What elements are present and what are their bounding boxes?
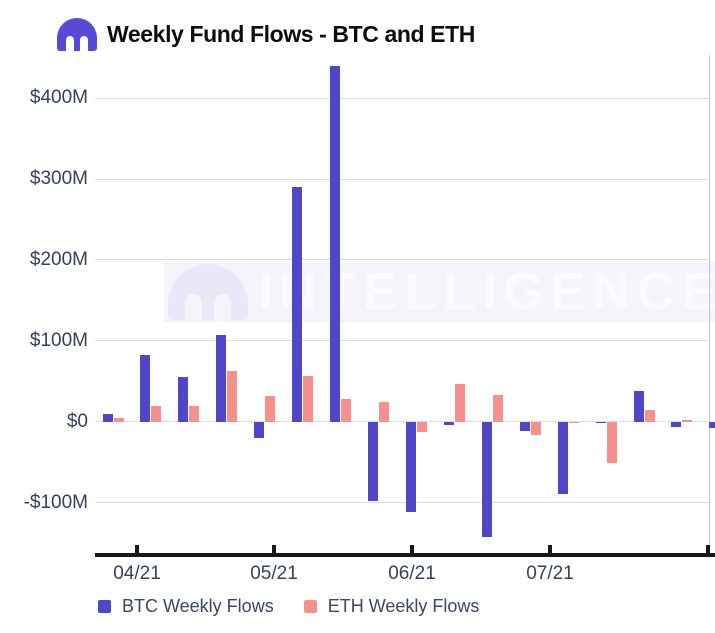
x-axis-tick	[706, 545, 710, 553]
legend-item-eth[interactable]: ETH Weekly Flows	[303, 596, 480, 617]
y-tick-label: -$100M	[23, 491, 88, 513]
eth-bar	[606, 421, 617, 463]
eth-bar	[189, 406, 200, 422]
btc-bar	[216, 335, 227, 422]
btc-bar	[254, 421, 265, 438]
btc-bar	[443, 421, 454, 425]
kraken-watermark-icon	[168, 264, 248, 320]
gridline	[95, 259, 709, 261]
gridline	[95, 340, 709, 342]
eth-bar	[113, 417, 124, 422]
gridline	[95, 421, 709, 423]
legend-label-eth: ETH Weekly Flows	[327, 596, 480, 616]
btc-bar	[595, 421, 606, 424]
gridline	[95, 97, 709, 99]
eth-bar	[416, 421, 427, 433]
btc-bar	[292, 187, 303, 422]
page-title: Weekly Fund Flows - BTC and ETH	[107, 21, 475, 47]
btc-bar	[178, 377, 189, 422]
eth-bar	[682, 420, 693, 422]
eth-swatch-icon	[303, 600, 317, 613]
y-tick-label: $200M	[29, 248, 88, 270]
eth-bar	[379, 402, 389, 422]
btc-swatch-icon	[98, 600, 111, 613]
y-tick-label: $300M	[29, 168, 88, 189]
eth-bar	[530, 421, 541, 436]
x-tick-label: 06/21	[388, 563, 436, 584]
btc-bar	[405, 421, 416, 513]
gridline	[95, 178, 709, 180]
btc-bar	[330, 65, 341, 422]
eth-bar	[151, 406, 162, 422]
eth-bar	[303, 375, 314, 422]
plot-right-border	[709, 55, 710, 553]
btc-bar	[519, 421, 530, 432]
eth-bar	[454, 383, 465, 422]
x-tick-label: 04/21	[113, 563, 161, 584]
legend: BTC Weekly Flows ETH Weekly Flows	[98, 596, 479, 617]
btc-bar	[368, 421, 378, 501]
x-tick-label: 05/21	[250, 563, 298, 584]
eth-bar	[568, 421, 579, 424]
eth-bar	[227, 370, 238, 422]
y-tick-label: $100M	[29, 329, 88, 351]
btc-bar	[140, 354, 151, 422]
gridline	[95, 502, 709, 504]
eth-bar	[265, 395, 276, 422]
legend-item-btc[interactable]: BTC Weekly Flows	[98, 596, 274, 617]
legend-label-btc: BTC Weekly Flows	[122, 596, 274, 616]
eth-bar	[644, 409, 655, 422]
x-axis-tick	[410, 545, 414, 553]
y-tick-label: $400M	[29, 87, 88, 109]
x-axis-tick	[272, 545, 276, 553]
x-axis-line	[95, 553, 715, 557]
eth-bar	[341, 399, 352, 422]
x-axis-tick	[548, 545, 552, 553]
y-tick-label: $0	[66, 410, 88, 432]
watermark: INTELLIGENCE	[164, 262, 715, 322]
btc-bar	[633, 390, 644, 422]
btc-bar	[709, 421, 715, 429]
btc-bar	[102, 413, 113, 422]
x-axis-tick	[135, 545, 139, 553]
btc-bar	[557, 421, 568, 494]
btc-bar	[671, 421, 682, 428]
btc-bar	[481, 421, 492, 537]
eth-bar	[492, 395, 503, 422]
kraken-logo-icon	[57, 18, 97, 51]
watermark-text: INTELLIGENCE	[258, 263, 715, 321]
x-tick-label: 07/21	[526, 563, 574, 584]
header: Weekly Fund Flows - BTC and ETH	[57, 18, 475, 51]
